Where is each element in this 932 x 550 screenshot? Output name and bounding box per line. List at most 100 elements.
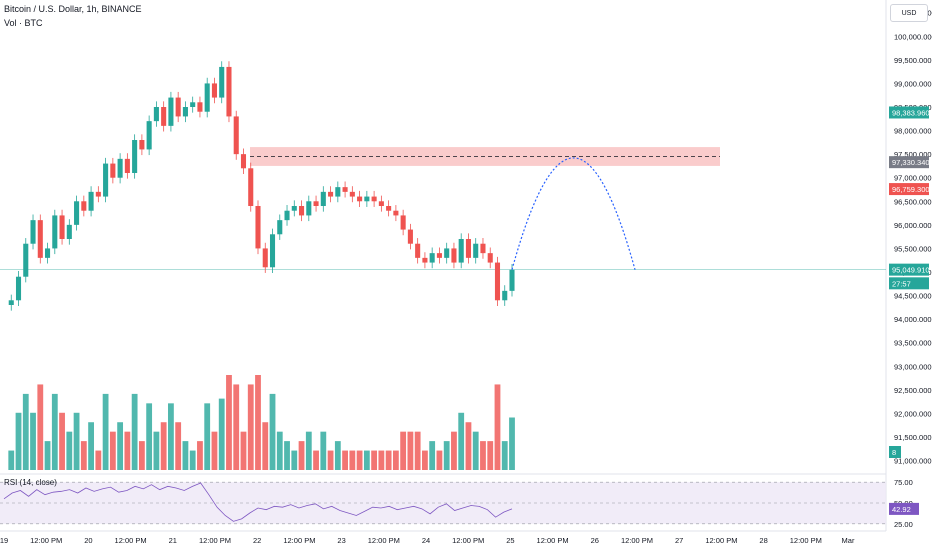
price-marker: [889, 183, 929, 196]
candle-body: [37, 220, 43, 258]
price-tick-label: 98,000.000: [894, 127, 932, 136]
time-tick-label: 12:00 PM: [283, 536, 315, 545]
candle-body: [502, 290, 508, 301]
time-tick-label: 19: [0, 536, 8, 545]
price-marker-label: 27:57: [892, 279, 911, 288]
time-tick-label: 25: [506, 536, 514, 545]
volume-bar: [414, 431, 421, 470]
volume-bar: [131, 393, 138, 470]
volume-value-label: 8: [892, 448, 896, 457]
candle-body: [328, 191, 334, 197]
candle-body: [465, 239, 471, 258]
candle-body: [393, 210, 399, 216]
volume-bar: [153, 431, 160, 470]
volume-bar: [494, 384, 501, 470]
candle-body: [429, 253, 435, 263]
price-tick-label: 100,000.000: [894, 32, 932, 41]
time-tick-label: 12:00 PM: [537, 536, 569, 545]
volume-bar: [371, 450, 378, 470]
candle-body: [219, 66, 225, 98]
time-tick-label: 28: [759, 536, 767, 545]
volume-bar: [88, 422, 94, 470]
rsi-label: RSI (14, close): [4, 478, 57, 487]
volume-bar: [30, 412, 36, 470]
candle-body: [284, 210, 290, 221]
price-marker: [889, 156, 929, 169]
candle-body: [124, 158, 130, 173]
price-tick-label: 94,500.000: [894, 292, 932, 301]
time-tick-label: 12:00 PM: [705, 536, 737, 545]
candle-body: [190, 102, 196, 107]
candle-body: [211, 83, 217, 98]
volume-bar: [226, 375, 232, 470]
volume-bar: [66, 431, 73, 470]
volume-bar: [233, 384, 240, 470]
price-tick-label: 99,000.000: [894, 79, 932, 88]
candle-body: [480, 243, 486, 254]
rsi-value-tag: [889, 502, 919, 515]
volume-bar: [160, 422, 167, 470]
price-tick-label: 93,500.000: [894, 339, 932, 348]
price-tick-label: 97,500.000: [894, 150, 932, 159]
price-tick-label: 96,000.000: [894, 221, 932, 230]
price-marker-label: 98,383.960: [892, 108, 930, 117]
candle-body: [226, 66, 232, 117]
volume-bar: [95, 450, 102, 470]
volume-bar: [189, 450, 196, 470]
time-tick-label: 27: [675, 536, 683, 545]
candle-body: [153, 107, 159, 122]
volume-bar: [334, 441, 341, 470]
rsi-value-label: 42.92: [892, 505, 911, 514]
volume-bar: [298, 441, 305, 470]
candle-body: [262, 248, 268, 268]
volume-bar: [392, 450, 399, 470]
volume-bar: [80, 441, 87, 470]
price-tick-label: 94,000.000: [894, 315, 932, 324]
candle-body: [473, 243, 479, 258]
volume-bar: [51, 393, 58, 470]
price-marker: [889, 263, 929, 276]
volume-bar: [385, 450, 392, 470]
volume-bar: [451, 431, 457, 470]
volume-label: Vol · BTC: [4, 18, 43, 28]
candle-body: [248, 168, 254, 206]
candle-body: [132, 140, 138, 173]
candle-body: [313, 201, 319, 206]
candle-body: [182, 107, 188, 117]
candle-body: [30, 220, 36, 244]
price-marker-label: 95,049.910: [892, 266, 930, 275]
projection-arc: [511, 157, 636, 270]
volume-bar: [400, 431, 407, 470]
candle-body: [88, 191, 94, 211]
price-tick-label: 95,500.000: [894, 244, 932, 253]
volume-bar: [305, 431, 312, 470]
rsi-tick-label: 25.00: [894, 520, 913, 529]
volume-bar: [363, 450, 370, 470]
candle-body: [233, 116, 239, 155]
volume-bar: [320, 431, 327, 470]
candle-body: [59, 215, 65, 239]
price-tick-label: 96,500.000: [894, 197, 932, 206]
price-tick-label: 91,500.000: [894, 433, 932, 442]
candle-body: [8, 300, 14, 305]
volume-bar: [175, 422, 182, 470]
time-tick-label: Mar: [842, 536, 855, 545]
price-tick-label: 97,000.000: [894, 174, 932, 183]
candle-body: [240, 154, 247, 169]
volume-bar: [436, 450, 443, 470]
candle-body: [342, 187, 348, 192]
volume-bar: [138, 441, 145, 470]
candle-body: [161, 107, 167, 126]
volume-bar: [291, 450, 298, 470]
candle-body: [422, 257, 428, 263]
candle-body: [320, 191, 326, 206]
time-tick-label: 12:00 PM: [368, 536, 400, 545]
volume-bar: [407, 431, 414, 470]
time-tick-label: 26: [591, 536, 599, 545]
time-tick-label: 12:00 PM: [452, 536, 484, 545]
currency-button[interactable]: USD: [890, 4, 928, 22]
volume-bar: [276, 431, 283, 470]
time-tick-label: 20: [84, 536, 92, 545]
volume-bar: [458, 412, 465, 470]
